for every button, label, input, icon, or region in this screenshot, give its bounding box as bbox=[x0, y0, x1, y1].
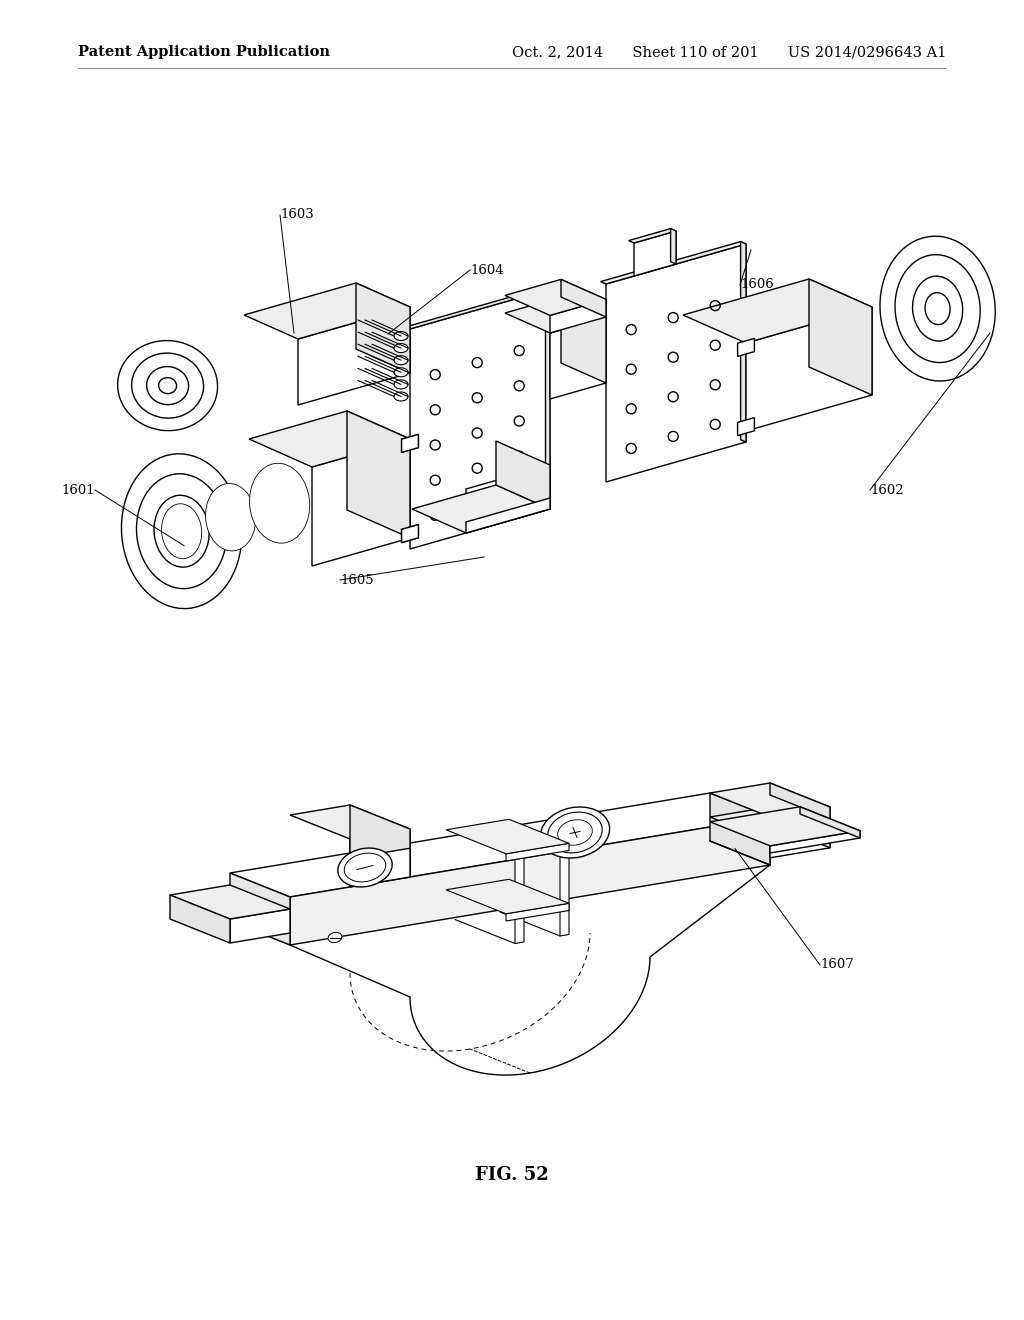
Polygon shape bbox=[298, 308, 410, 405]
Polygon shape bbox=[347, 411, 410, 539]
Polygon shape bbox=[515, 858, 524, 944]
Ellipse shape bbox=[146, 367, 188, 405]
Ellipse shape bbox=[136, 474, 226, 589]
Polygon shape bbox=[737, 338, 755, 356]
Text: 1602: 1602 bbox=[870, 483, 903, 496]
Polygon shape bbox=[505, 280, 606, 315]
Polygon shape bbox=[505, 297, 606, 333]
Ellipse shape bbox=[880, 236, 995, 381]
Polygon shape bbox=[446, 879, 569, 913]
Polygon shape bbox=[770, 830, 860, 853]
Ellipse shape bbox=[162, 504, 202, 558]
Polygon shape bbox=[770, 783, 830, 818]
Polygon shape bbox=[230, 873, 290, 945]
Ellipse shape bbox=[328, 932, 342, 942]
Polygon shape bbox=[412, 484, 550, 533]
Ellipse shape bbox=[394, 368, 408, 376]
Polygon shape bbox=[634, 231, 676, 276]
Polygon shape bbox=[170, 884, 290, 919]
Polygon shape bbox=[606, 244, 746, 482]
Polygon shape bbox=[746, 308, 872, 432]
Ellipse shape bbox=[250, 463, 309, 543]
Polygon shape bbox=[401, 434, 419, 453]
Polygon shape bbox=[770, 807, 830, 847]
Ellipse shape bbox=[925, 293, 950, 325]
Polygon shape bbox=[740, 242, 746, 442]
Ellipse shape bbox=[394, 331, 408, 341]
Polygon shape bbox=[561, 280, 606, 317]
Polygon shape bbox=[710, 807, 860, 846]
Polygon shape bbox=[401, 524, 419, 543]
Ellipse shape bbox=[159, 378, 176, 393]
Polygon shape bbox=[312, 440, 410, 566]
Polygon shape bbox=[170, 895, 230, 942]
Ellipse shape bbox=[122, 454, 242, 609]
Ellipse shape bbox=[118, 341, 217, 430]
Polygon shape bbox=[249, 411, 410, 467]
Ellipse shape bbox=[394, 392, 408, 401]
Polygon shape bbox=[809, 279, 872, 395]
Polygon shape bbox=[350, 829, 410, 887]
Polygon shape bbox=[506, 903, 569, 921]
Polygon shape bbox=[560, 850, 569, 936]
Text: 1603: 1603 bbox=[280, 209, 313, 222]
Polygon shape bbox=[629, 228, 676, 243]
Ellipse shape bbox=[394, 343, 408, 352]
Ellipse shape bbox=[206, 483, 256, 550]
Polygon shape bbox=[230, 793, 770, 898]
Text: 1607: 1607 bbox=[820, 958, 854, 972]
Polygon shape bbox=[550, 300, 606, 333]
Polygon shape bbox=[290, 817, 770, 945]
Polygon shape bbox=[401, 524, 419, 543]
Polygon shape bbox=[406, 286, 550, 329]
Ellipse shape bbox=[541, 807, 609, 858]
Polygon shape bbox=[466, 465, 550, 533]
Polygon shape bbox=[561, 297, 606, 383]
Ellipse shape bbox=[548, 812, 602, 853]
Polygon shape bbox=[800, 807, 860, 838]
Polygon shape bbox=[770, 807, 830, 829]
Polygon shape bbox=[710, 807, 830, 841]
Polygon shape bbox=[290, 865, 770, 1074]
Polygon shape bbox=[710, 783, 830, 817]
Polygon shape bbox=[410, 289, 550, 549]
Ellipse shape bbox=[338, 847, 392, 887]
Text: 1604: 1604 bbox=[470, 264, 504, 276]
Polygon shape bbox=[671, 228, 676, 264]
Polygon shape bbox=[506, 843, 569, 861]
Polygon shape bbox=[350, 805, 410, 876]
Ellipse shape bbox=[394, 355, 408, 364]
Text: 1601: 1601 bbox=[61, 483, 95, 496]
Text: 1605: 1605 bbox=[340, 573, 374, 586]
Ellipse shape bbox=[154, 495, 209, 568]
Polygon shape bbox=[446, 820, 569, 854]
Polygon shape bbox=[290, 805, 410, 840]
Text: Oct. 2, 2014  Sheet 110 of 201  US 2014/0296643 A1: Oct. 2, 2014 Sheet 110 of 201 US 2014/02… bbox=[512, 45, 946, 59]
Text: 1606: 1606 bbox=[740, 279, 774, 292]
Ellipse shape bbox=[895, 255, 980, 363]
Polygon shape bbox=[380, 849, 410, 882]
Ellipse shape bbox=[912, 276, 963, 341]
Polygon shape bbox=[710, 793, 770, 865]
Text: Patent Application Publication: Patent Application Publication bbox=[78, 45, 330, 59]
Polygon shape bbox=[230, 909, 290, 942]
Polygon shape bbox=[550, 317, 606, 399]
Polygon shape bbox=[770, 832, 830, 858]
Polygon shape bbox=[737, 417, 755, 436]
Ellipse shape bbox=[132, 352, 204, 418]
Text: FIG. 52: FIG. 52 bbox=[475, 1166, 549, 1184]
Ellipse shape bbox=[394, 380, 408, 389]
Polygon shape bbox=[496, 441, 550, 510]
Polygon shape bbox=[546, 286, 550, 510]
Polygon shape bbox=[356, 282, 410, 374]
Ellipse shape bbox=[344, 853, 386, 882]
Ellipse shape bbox=[168, 513, 196, 549]
Polygon shape bbox=[601, 242, 746, 284]
Ellipse shape bbox=[558, 820, 592, 845]
Polygon shape bbox=[401, 434, 419, 453]
Polygon shape bbox=[466, 498, 550, 533]
Polygon shape bbox=[683, 279, 872, 343]
Polygon shape bbox=[244, 282, 410, 339]
